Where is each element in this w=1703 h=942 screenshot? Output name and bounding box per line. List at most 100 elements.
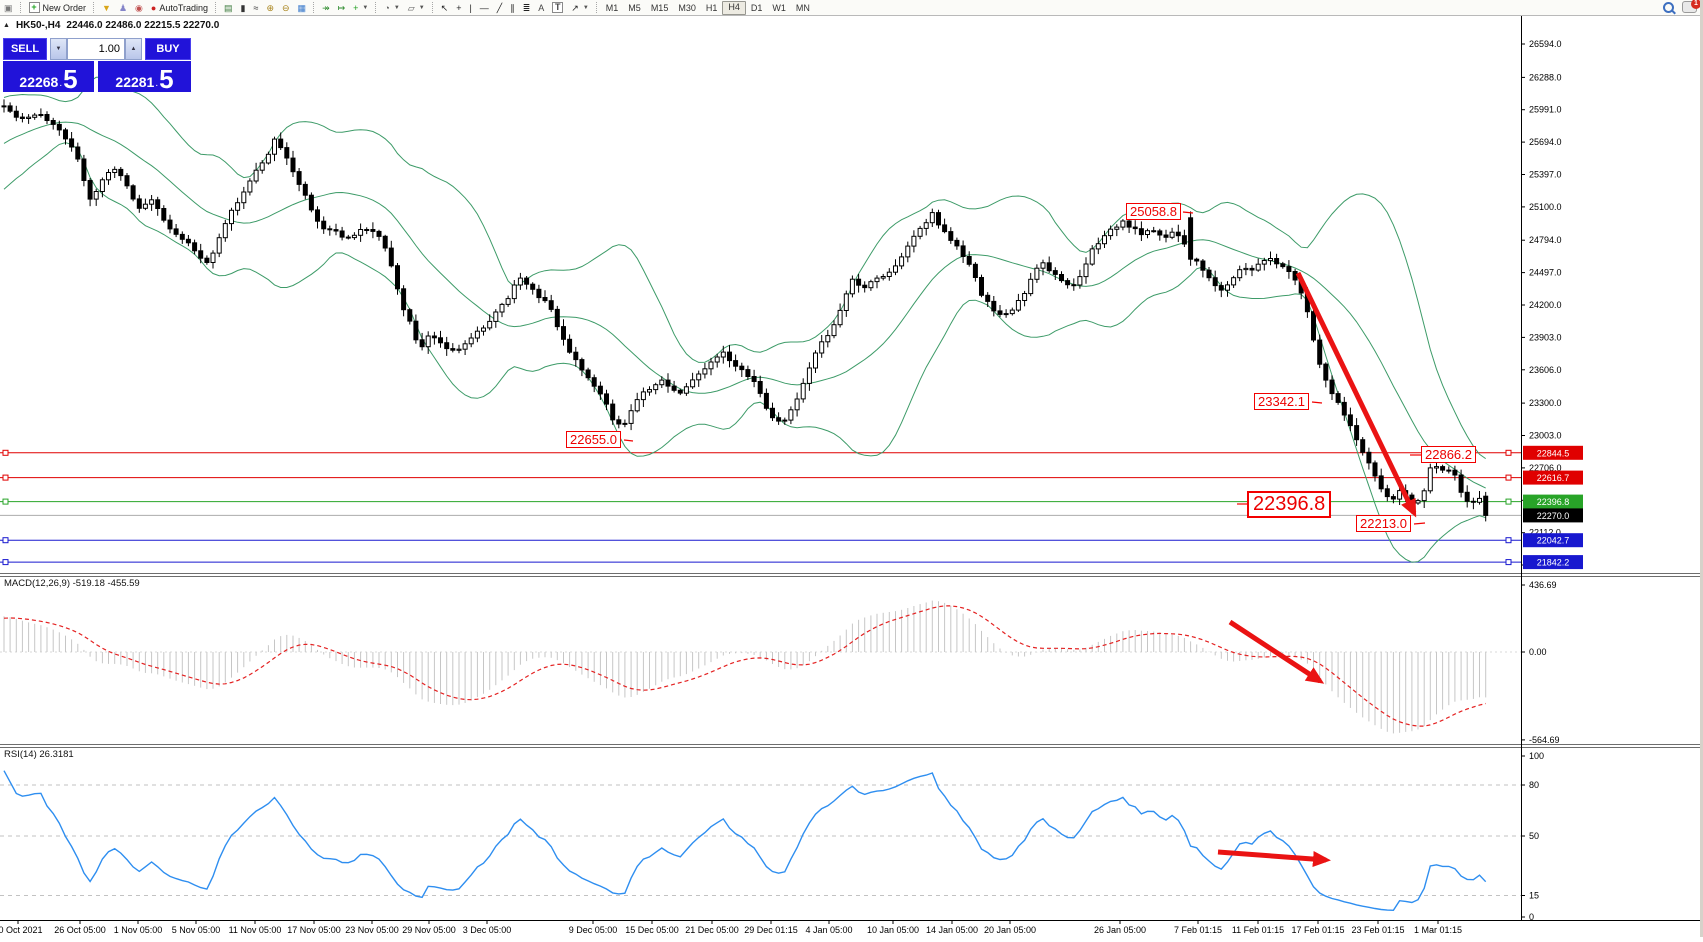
- arrows-icon[interactable]: ↗ ▼: [567, 1, 593, 14]
- text-label-icon[interactable]: T: [548, 1, 567, 14]
- svg-text:15: 15: [1529, 891, 1539, 901]
- svg-text:22112.0: 22112.0: [1529, 528, 1561, 538]
- vertical-line-icon[interactable]: |: [465, 1, 475, 14]
- periods-icon: ◔: [384, 2, 390, 13]
- add-indicator-icon[interactable]: + ▼: [349, 1, 372, 14]
- autotrading-button-label: AutoTrading: [159, 2, 209, 13]
- volume-increase-button[interactable]: ▲: [125, 38, 142, 60]
- chart-shift-icon[interactable]: ↦: [334, 1, 350, 14]
- svg-text:23300.0: 23300.0: [1529, 398, 1562, 408]
- svg-text:29 Nov 05:00: 29 Nov 05:00: [402, 925, 456, 935]
- svg-text:3 Dec 05:00: 3 Dec 05:00: [463, 925, 512, 935]
- sell-price[interactable]: 22268. 5: [3, 61, 94, 92]
- funnel-icon[interactable]: ▼: [98, 1, 115, 14]
- price-callout[interactable]: 23342.1: [1254, 393, 1309, 410]
- timeframe-h4[interactable]: H4: [722, 0, 746, 15]
- svg-text:21842.2: 21842.2: [1537, 558, 1570, 568]
- price-axis: 26594.0 26288.0 25991.0 25694.0 25397.0 25100…: [1521, 39, 1583, 922]
- price-down-arrow: [1295, 271, 1417, 518]
- buy-button[interactable]: BUY: [145, 38, 191, 60]
- svg-text:29 Dec 01:15: 29 Dec 01:15: [744, 925, 798, 935]
- autotrading-button[interactable]: ● AutoTrading: [147, 1, 212, 14]
- timeframe-mn[interactable]: MN: [795, 2, 810, 13]
- one-click-panel-toggle[interactable]: ▲: [3, 22, 10, 29]
- dropdown-caret-icon[interactable]: ▼: [362, 4, 369, 11]
- svg-text:24200.0: 24200.0: [1529, 300, 1562, 310]
- volume-input[interactable]: 1.00: [67, 38, 125, 60]
- svg-text:23606.0: 23606.0: [1529, 365, 1562, 375]
- crosshair-icon[interactable]: +: [452, 1, 465, 14]
- line-chart-icon[interactable]: ≈: [250, 1, 263, 14]
- chart-ohlc-values: 22446.0 22486.0 22215.5 22270.0: [66, 20, 220, 31]
- zoom-out-icon: ⊖: [282, 2, 290, 13]
- dropdown-caret-icon[interactable]: ▼: [418, 4, 425, 11]
- svg-text:11 Nov 05:00: 11 Nov 05:00: [229, 925, 282, 935]
- timeframe-m15[interactable]: M15: [650, 2, 669, 13]
- cursor-icon[interactable]: ↖: [437, 1, 453, 14]
- timeframe-h1[interactable]: H1: [705, 2, 718, 13]
- svg-text:24497.0: 24497.0: [1529, 268, 1562, 278]
- svg-text:1 Mar 01:15: 1 Mar 01:15: [1414, 925, 1462, 935]
- notifications-icon[interactable]: 1: [1682, 0, 1701, 13]
- svg-text:22270.0: 22270.0: [1537, 511, 1570, 521]
- price-callout[interactable]: 22213.0: [1356, 515, 1411, 532]
- trendline-icon: ╱: [496, 2, 503, 13]
- trendline-icon[interactable]: ╱: [493, 1, 506, 14]
- svg-text:10 Jan 05:00: 10 Jan 05:00: [867, 925, 919, 935]
- bar-chart-icon[interactable]: ▤: [220, 1, 237, 14]
- crosshair-icon: +: [456, 2, 462, 13]
- svg-text:23 Feb 01:15: 23 Feb 01:15: [1351, 925, 1404, 935]
- chart-symbol-period: HK50-,H4: [15, 20, 61, 31]
- svg-text:4 Jan 05:00: 4 Jan 05:00: [805, 925, 852, 935]
- signals-icon[interactable]: ◉: [131, 1, 147, 14]
- buy-price[interactable]: 22281. 5: [98, 61, 191, 92]
- svg-text:9 Dec 05:00: 9 Dec 05:00: [569, 925, 618, 935]
- price-callout[interactable]: 22866.2: [1421, 446, 1476, 463]
- sell-button[interactable]: SELL: [3, 38, 47, 60]
- candlestick-chart-icon[interactable]: ▮: [237, 1, 250, 14]
- new-order-button[interactable]: + New Order: [25, 1, 91, 14]
- candlestick-chart-icon: ▮: [240, 2, 246, 13]
- text-icon: A: [538, 2, 545, 13]
- timeframe-m30[interactable]: M30: [678, 2, 696, 13]
- svg-text:14 Jan 05:00: 14 Jan 05:00: [926, 925, 978, 935]
- search-icon[interactable]: [1663, 1, 1674, 13]
- toolbar: ▣ + New Order ▼ ♟ ◉ ● AutoTrading ▤ ▮ ≈ ⊕ ⊖ ▦ ↠ ↦ + ▼ ◔ ▼ ▱ ▼…: [0, 0, 1703, 16]
- toolbar-separator: [93, 2, 95, 13]
- price-callout[interactable]: 22396.8: [1247, 491, 1332, 518]
- timeframe-m5[interactable]: M5: [628, 2, 641, 13]
- fibonacci-icon[interactable]: ≣: [519, 1, 535, 14]
- dropdown-caret-icon[interactable]: ▼: [393, 4, 400, 11]
- notifications-badge: 1: [1691, 0, 1701, 9]
- toolbar-separator: [313, 2, 315, 13]
- new-order-icon: +: [28, 2, 40, 13]
- community-icon[interactable]: ♟: [115, 1, 131, 14]
- macd-label: MACD(12,26,9) -519.18 -455.59: [4, 578, 140, 589]
- timeframe-w1[interactable]: W1: [772, 2, 786, 13]
- rsi-label: RSI(14) 26.3181: [4, 749, 74, 760]
- zoom-out-icon[interactable]: ⊖: [278, 1, 294, 14]
- svg-text:20 Oct 2021: 20 Oct 2021: [0, 925, 43, 935]
- profile-icon[interactable]: ▣: [0, 1, 17, 14]
- svg-text:50: 50: [1529, 831, 1539, 841]
- horizontal-line-icon[interactable]: —: [476, 1, 493, 14]
- price-callout[interactable]: 25058.8: [1126, 203, 1181, 220]
- channel-icon[interactable]: ∥: [506, 1, 519, 14]
- dropdown-caret-icon[interactable]: ▼: [582, 4, 589, 11]
- timeframe-d1[interactable]: D1: [750, 2, 763, 13]
- svg-text:26288.0: 26288.0: [1529, 72, 1562, 82]
- zoom-in-icon[interactable]: ⊕: [262, 1, 278, 14]
- auto-scroll-icon[interactable]: ↠: [318, 1, 334, 14]
- tile-windows-icon[interactable]: ▦: [294, 1, 311, 14]
- macd-down-arrow: [1228, 619, 1325, 684]
- svg-text:25100.0: 25100.0: [1529, 202, 1562, 212]
- periods-icon[interactable]: ◔ ▼: [380, 1, 403, 14]
- text-icon[interactable]: A: [534, 1, 548, 14]
- one-click-trading-panel: SELL ▼ 1.00 ▲ BUY 22268. 5 22281. 5: [3, 38, 191, 92]
- templates-icon[interactable]: ▱ ▼: [404, 1, 429, 14]
- timeframe-m1[interactable]: M1: [605, 2, 619, 13]
- price-callout[interactable]: 22655.0: [566, 431, 621, 448]
- volume-decrease-button[interactable]: ▼: [50, 38, 67, 60]
- svg-text:26594.0: 26594.0: [1529, 39, 1562, 49]
